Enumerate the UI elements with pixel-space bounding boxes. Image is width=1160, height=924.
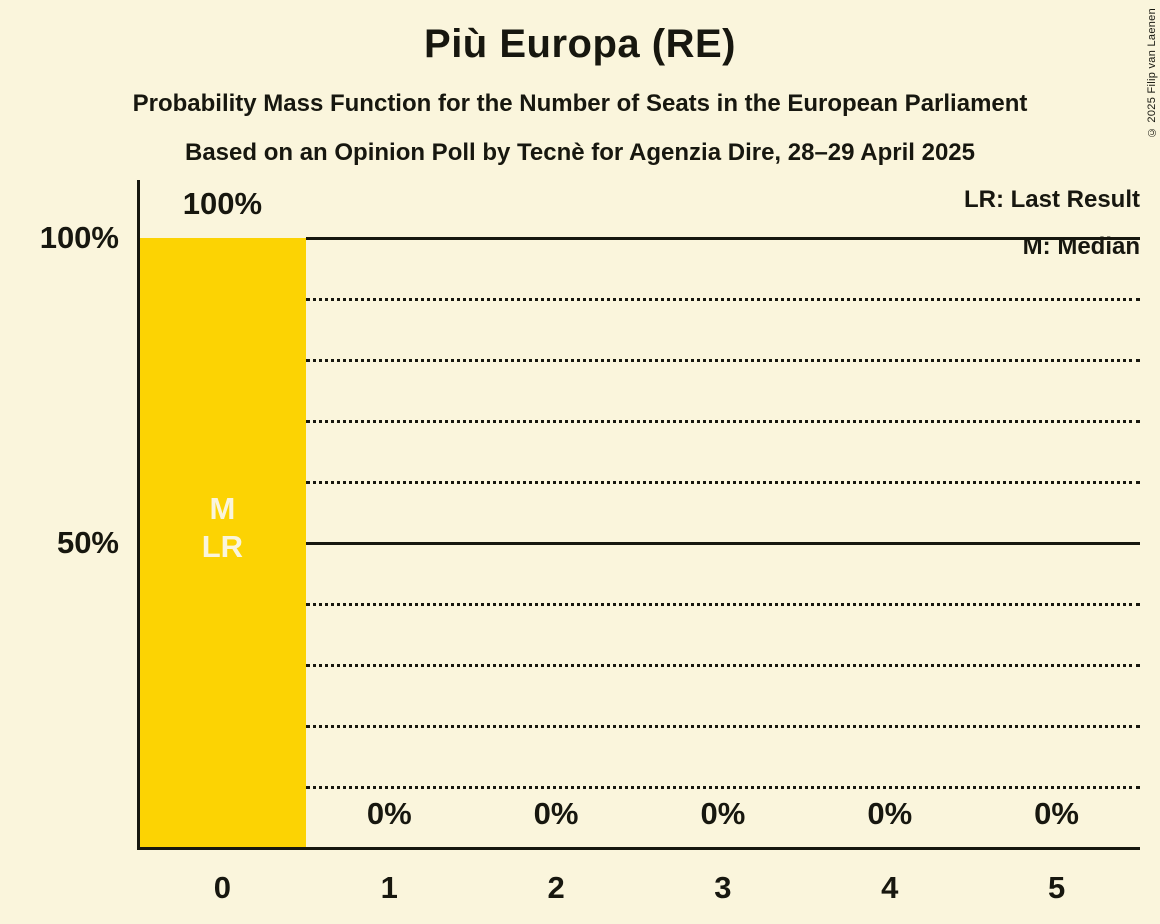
gridline-dotted-10 — [305, 785, 1140, 789]
x-tick-label-2: 2 — [547, 870, 565, 905]
gridline-dotted-80 — [305, 358, 1140, 362]
bar-annotation-median-lastresult: M LR — [201, 491, 244, 564]
legend-median: M: Median — [1022, 233, 1140, 260]
chart-subtitle-2: Based on an Opinion Poll by Tecnè for Ag… — [185, 139, 975, 166]
value-label-3: 0% — [700, 796, 746, 831]
gridline-dotted-90 — [305, 297, 1140, 301]
legend-last-result: LR: Last Result — [963, 186, 1140, 213]
x-tick-label-1: 1 — [380, 870, 398, 905]
chart-title: Più Europa (RE) — [424, 22, 736, 66]
chart-subtitle-1: Probability Mass Function for the Number… — [132, 90, 1028, 117]
gridline-solid-50 — [305, 541, 1140, 545]
x-axis-line — [137, 847, 1140, 850]
gridline-dotted-20 — [305, 724, 1140, 728]
value-label-2: 0% — [533, 796, 579, 831]
x-tick-label-5: 5 — [1047, 870, 1066, 905]
gridline-dotted-40 — [305, 602, 1140, 606]
gridline-dotted-70 — [305, 419, 1140, 423]
x-tick-label-4: 4 — [881, 870, 899, 905]
value-label-5: 0% — [1034, 796, 1079, 831]
x-tick-label-3: 3 — [714, 870, 732, 905]
y-axis-line — [137, 180, 140, 850]
y-tick-label-50: 50% — [56, 525, 119, 560]
value-label-0: 100% — [182, 186, 263, 221]
x-tick-label-0: 0 — [213, 870, 232, 905]
bar-seats-0 — [139, 238, 306, 848]
copyright-text: © 2025 Filip van Laenen — [1146, 8, 1158, 139]
y-tick-label-100: 100% — [39, 220, 119, 255]
value-label-1: 0% — [366, 796, 412, 831]
gridline-dotted-60 — [305, 480, 1140, 484]
gridline-dotted-30 — [305, 663, 1140, 667]
gridline-solid-100 — [305, 236, 1140, 240]
value-label-4: 0% — [867, 796, 913, 831]
